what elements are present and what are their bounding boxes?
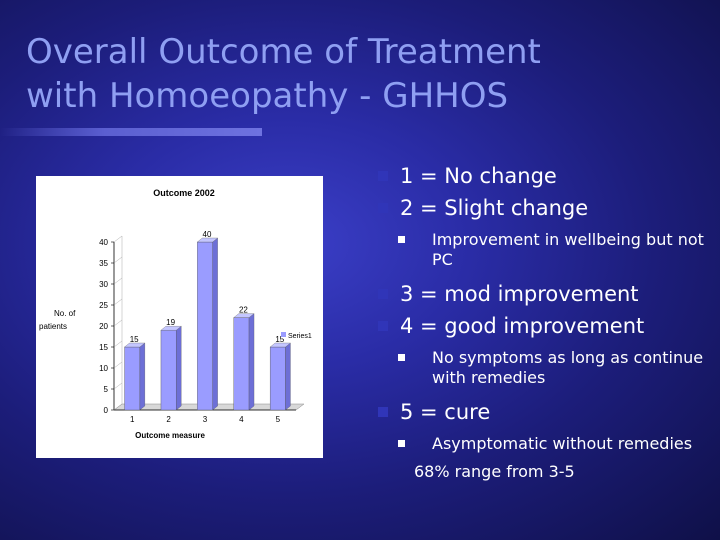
bar [269, 346, 286, 411]
bar [233, 317, 250, 411]
gridline [113, 361, 123, 369]
chart-panel: Outcome 2002 No. of patients Outcome mea… [36, 176, 323, 458]
sub-bullet-text: No symptoms as long as continue with rem… [432, 348, 704, 387]
gridline [113, 235, 123, 243]
y-tick-label: 35 [99, 259, 108, 268]
sub-bullet-text: Improvement in wellbeing but not PC [432, 230, 704, 269]
gridline [113, 403, 123, 411]
data-label: 22 [239, 306, 248, 315]
bullet-text: 2 = Slight change [400, 196, 589, 220]
gridline [113, 382, 123, 390]
square-bullet-icon [398, 236, 405, 243]
bar-chart: Outcome 2002 No. of patients Outcome mea… [39, 188, 312, 440]
sub-bullet-item: Asymptomatic without remedies [378, 434, 708, 454]
bullet-text: 3 = mod improvement [400, 282, 639, 306]
square-bullet-icon [398, 354, 405, 361]
bar-side [139, 342, 145, 411]
square-bullet-icon [378, 289, 388, 299]
bar-side [248, 313, 255, 411]
bar-top [233, 313, 255, 318]
bullet-text: 5 = cure [400, 400, 491, 424]
bar [197, 241, 213, 411]
bar-side [285, 342, 291, 411]
x-tick-label: 1 [130, 415, 135, 424]
title-underline [0, 128, 262, 136]
legend: Series1 [281, 332, 312, 340]
sub-bullet-item: No symptoms as long as continue with rem… [378, 348, 708, 388]
gridline [113, 298, 123, 306]
bullet-list: 1 = No change 2 = Slight change Improvem… [378, 160, 708, 482]
title-line-2: with Homoeopathy - GHHOS [26, 76, 509, 116]
bar-top [196, 237, 219, 243]
data-label: 19 [166, 318, 175, 327]
y-tick-label: 40 [99, 238, 108, 247]
x-tick-label: 5 [276, 415, 281, 424]
x-tick-label: 4 [239, 415, 244, 424]
gridline [113, 256, 123, 264]
y-tick-label: 30 [99, 280, 108, 289]
range-note: 68% range from 3-5 [414, 462, 575, 481]
gridline [113, 319, 123, 327]
y-tick-label: 10 [99, 364, 108, 373]
slide-title: Overall Outcome of Treatment with Homoeo… [26, 30, 626, 118]
square-bullet-icon [378, 321, 388, 331]
chart-title: Outcome 2002 [153, 188, 215, 198]
bullet-item: 3 = mod improvement [378, 278, 708, 310]
bullet-item: 1 = No change [378, 160, 708, 192]
x-axis-title: Outcome measure [135, 431, 205, 440]
y-tick-label: 15 [99, 343, 108, 352]
sub-bullet-text: Asymptomatic without remedies [432, 434, 693, 453]
square-bullet-icon [378, 407, 388, 417]
y-tick-label: 5 [104, 385, 109, 394]
gridline [113, 277, 123, 285]
square-bullet-icon [398, 440, 405, 447]
bar-top [269, 342, 291, 348]
bullet-text: 4 = good improvement [400, 314, 645, 338]
bar-side [212, 237, 218, 411]
bullet-item: 2 = Slight change [378, 192, 708, 224]
x-tick-label: 3 [203, 415, 208, 424]
bullet-item: 5 = cure [378, 396, 708, 428]
data-label: 15 [275, 335, 284, 344]
title-line-1: Overall Outcome of Treatment [26, 32, 541, 72]
gridline [113, 340, 123, 348]
bar-side [176, 325, 182, 411]
bar-top [160, 326, 182, 331]
sub-bullet-item: Improvement in wellbeing but not PC [378, 230, 708, 270]
bar-top [124, 342, 146, 348]
y-axis-title: No. of patients [39, 309, 76, 331]
square-bullet-icon [378, 203, 388, 213]
y-tick-label: 0 [104, 406, 109, 415]
svg-text:patients: patients [39, 322, 67, 331]
x-tick-label: 2 [166, 415, 171, 424]
square-bullet-icon [378, 171, 388, 181]
y-tick-label: 25 [99, 301, 108, 310]
bar [124, 346, 141, 411]
bar [160, 329, 177, 411]
data-label: 15 [130, 335, 139, 344]
legend-series-label: Series1 [288, 333, 312, 340]
data-label: 40 [203, 230, 212, 239]
bullet-text: 1 = No change [400, 164, 557, 188]
svg-text:No. of: No. of [54, 309, 76, 318]
y-tick-label: 20 [99, 322, 108, 331]
bullet-item: 4 = good improvement [378, 310, 708, 342]
